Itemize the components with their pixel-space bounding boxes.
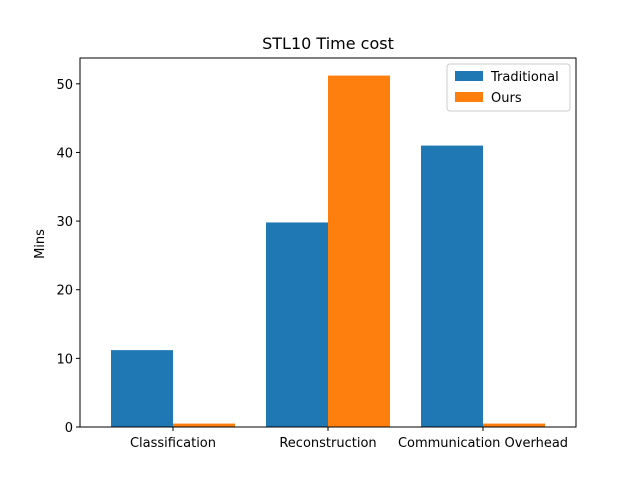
bars-group (111, 75, 545, 428)
y-tick-label: 20 (56, 284, 73, 299)
plot-frame (79, 57, 577, 428)
bar-ours-0 (173, 423, 235, 427)
y-tick-label: 30 (56, 215, 73, 230)
legend: Traditional Ours (446, 63, 571, 112)
bar-ours-2 (483, 423, 545, 427)
legend-label-traditional: Traditional (490, 70, 559, 85)
bar-traditional-0 (111, 350, 173, 427)
y-tick-label: 50 (56, 78, 73, 93)
x-axis: Classification Reconstruction Communicatio… (130, 427, 568, 451)
y-tick-label: 10 (56, 352, 73, 367)
bar-ours-1 (328, 75, 390, 428)
y-tick-label: 40 (56, 146, 73, 161)
y-axis: 0 10 20 30 40 50 (56, 78, 80, 436)
y-axis-label: Mins (33, 229, 48, 259)
legend-swatch-traditional (455, 71, 483, 81)
chart-title: STL10 Time cost (262, 34, 394, 53)
bar-traditional-1 (266, 222, 328, 427)
x-tick-label: Communication Overhead (398, 436, 568, 451)
y-tick-label: 0 (65, 421, 73, 436)
x-tick-label: Reconstruction (279, 436, 376, 451)
legend-swatch-ours (455, 92, 483, 102)
x-tick-label: Classification (130, 436, 216, 451)
legend-label-ours: Ours (491, 91, 522, 106)
bar-traditional-2 (421, 145, 483, 428)
